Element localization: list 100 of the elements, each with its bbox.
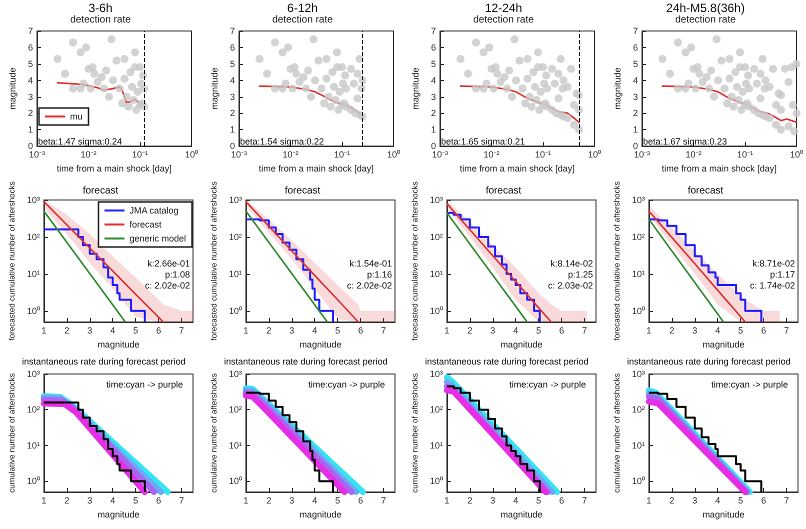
annotation: k:8.14e-02 xyxy=(550,258,593,268)
y-tick-label: 10¹ xyxy=(26,268,40,279)
x-tick-label: 2 xyxy=(668,496,674,506)
x-tick-label: 5 xyxy=(334,326,340,336)
x-tick-label: 3 xyxy=(490,496,496,506)
y-tick-label: 10³ xyxy=(631,369,644,379)
x-tick-label: 10⁰ xyxy=(588,150,601,160)
y-tick-label: 2 xyxy=(430,108,436,118)
x-tick-label: 5 xyxy=(133,326,138,336)
y-tick-label: 10⁰ xyxy=(430,476,443,486)
x-tick-label: 7 xyxy=(380,496,386,506)
y-tick-label: 10⁰ xyxy=(631,306,644,316)
x-tick-label: 10⁻³ xyxy=(28,150,46,160)
x-tick-label: 5 xyxy=(536,326,542,336)
y-tick-label: 3 xyxy=(229,92,234,102)
legend-label: mu xyxy=(70,112,83,122)
y-axis-title: magnitude xyxy=(612,68,622,110)
x-tick-label: 2 xyxy=(64,496,70,506)
x-tick-label: 7 xyxy=(582,496,588,506)
x-tick-label: 5 xyxy=(536,496,542,506)
x-tick-label: 3 xyxy=(490,326,496,336)
x-tick-label: 1 xyxy=(646,496,651,506)
x-tick-label: 7 xyxy=(582,326,588,336)
y-tick-label: 10⁰ xyxy=(631,476,644,486)
x-tick-label: 2 xyxy=(266,326,271,336)
chart-title: forecast xyxy=(82,186,119,196)
annotation: beta:1.65 sigma:0.21 xyxy=(441,136,526,146)
chart-title: instantaneous rate during forecast period xyxy=(626,356,790,366)
x-axis-title: time from a main shock [day] xyxy=(661,164,776,174)
x-tick-label: 1 xyxy=(444,326,450,336)
y-axis-title: cumulative number of aftershocks xyxy=(209,373,218,493)
y-tick-label: 5 xyxy=(229,58,234,69)
x-tick-label: 7 xyxy=(380,326,386,336)
y-tick-label: 1 xyxy=(28,124,33,135)
y-tick-label: 10⁰ xyxy=(228,476,242,486)
x-tick-label: 1 xyxy=(242,326,248,336)
annotation: c: 1.74e-02 xyxy=(749,280,794,290)
x-tick-label: 10⁰ xyxy=(184,150,198,160)
annotation: k:1.54e-01 xyxy=(348,258,392,268)
x-tick-label: 3 xyxy=(288,496,294,506)
x-tick-label: 6 xyxy=(358,496,363,506)
annotation: time:cyan -> purple xyxy=(509,380,586,390)
y-tick-label: 10² xyxy=(228,232,242,242)
x-tick-label: 10⁻² xyxy=(282,150,298,160)
x-tick-label: 4 xyxy=(714,326,720,336)
y-tick-label: 3 xyxy=(430,92,436,102)
y-tick-label: 10⁰ xyxy=(26,306,40,316)
y-tick-label: 7 xyxy=(430,26,436,36)
chart-title: instantaneous rate during forecast period xyxy=(425,356,589,366)
annotation: p:1.17 xyxy=(769,269,794,280)
x-tick-label: 7 xyxy=(179,326,184,336)
y-axis-title: forecasted cumulative number of aftershocks xyxy=(8,181,16,341)
annotation: beta:1.54 sigma:0.22 xyxy=(240,136,324,146)
x-tick-label: 6 xyxy=(559,326,564,336)
y-tick-label: 10⁰ xyxy=(430,306,443,316)
y-tick-label: 4 xyxy=(632,75,638,86)
y-tick-label: 10¹ xyxy=(631,268,644,279)
y-tick-label: 10³ xyxy=(430,195,443,205)
y-tick-label: 10¹ xyxy=(631,440,644,450)
annotation: time:cyan -> purple xyxy=(106,380,183,390)
y-tick-label: 10³ xyxy=(430,369,443,379)
y-tick-label: 4 xyxy=(430,75,436,86)
y-axis-title: forecasted cumulative number of aftershocks xyxy=(410,181,420,341)
x-tick-label: 10⁻³ xyxy=(432,150,448,160)
annotation: time:cyan -> purple xyxy=(710,380,788,390)
y-tick-label: 1 xyxy=(632,124,638,135)
x-tick-label: 2 xyxy=(266,496,271,506)
y-tick-label: 10⁰ xyxy=(26,476,40,486)
x-axis-title: magnitude xyxy=(97,509,140,520)
y-tick-label: 3 xyxy=(28,92,33,102)
x-axis-title: time from a main shock [day] xyxy=(56,164,172,174)
annotation: k:8.71e-02 xyxy=(752,258,794,268)
y-tick-label: 5 xyxy=(28,58,33,69)
x-tick-label: 4 xyxy=(513,496,518,506)
x-tick-label: 3 xyxy=(288,326,294,336)
chart-title: 12-24h xyxy=(484,1,522,15)
x-tick-label: 10⁻¹ xyxy=(333,150,350,160)
x-tick-label: 3 xyxy=(692,496,697,506)
x-tick-label: 5 xyxy=(738,496,743,506)
y-tick-label: 10¹ xyxy=(26,440,40,450)
y-axis-title: forecasted cumulative number of aftershocks xyxy=(612,181,621,341)
x-tick-label: 10⁻¹ xyxy=(132,150,148,160)
annotation: time:cyan -> purple xyxy=(308,380,384,390)
x-axis-title: time from a main shock [day] xyxy=(460,164,575,174)
y-tick-label: 7 xyxy=(632,26,638,36)
y-tick-label: 10² xyxy=(430,232,443,242)
x-axis-title: magnitude xyxy=(500,509,542,520)
x-axis-title: magnitude xyxy=(298,509,341,520)
y-tick-label: 5 xyxy=(632,58,638,69)
x-tick-label: 6 xyxy=(760,496,766,506)
x-tick-label: 6 xyxy=(156,496,162,506)
x-tick-label: 2 xyxy=(668,326,674,336)
x-tick-label: 6 xyxy=(156,326,162,336)
y-tick-label: 10² xyxy=(26,232,40,242)
x-axis-title: magnitude xyxy=(298,339,341,350)
chart-subtitle: detection rate xyxy=(272,14,333,26)
x-axis-title: time from a main shock [day] xyxy=(258,164,374,174)
x-tick-label: 4 xyxy=(110,326,116,336)
x-tick-label: 7 xyxy=(179,496,184,506)
y-axis-title: magnitude xyxy=(410,68,420,110)
